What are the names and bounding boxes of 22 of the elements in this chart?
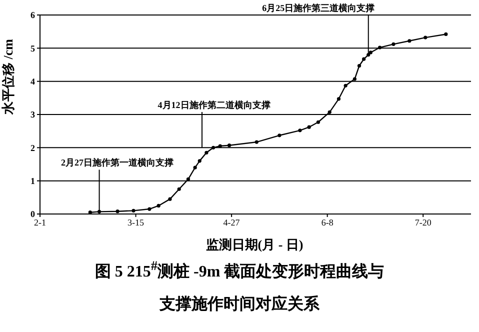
y-tick-label: 4 (30, 76, 36, 87)
x-axis-title: 监测日期(月 - 日) (204, 236, 304, 254)
callout: 2月27日施作第一道横向支撑 (61, 158, 174, 212)
x-tick-label: 4-27 (223, 217, 240, 228)
y-tick-label: 5 (30, 43, 36, 54)
x-tick-label: 7-20 (414, 217, 432, 228)
x-tick-label: 6-8 (321, 217, 334, 228)
y-tick-label: 0 (30, 209, 36, 220)
y-tick-label: 3 (30, 110, 36, 120)
annotation: 2月27日施作第一道横向支撑 (61, 158, 174, 168)
callout: 6月25日施作第三道横向支撑 (262, 2, 375, 56)
annotation: 4月12日施作第二道横向支撑 (158, 100, 270, 110)
x-tick-label: 3-15 (128, 217, 145, 228)
x-tick-label: 2-1 (34, 217, 46, 228)
text: 支撑施作时间对应关系 (158, 294, 320, 316)
text: 图 5 215$^{#}$测桩 -9m 截面处变形时程曲线与 (94, 258, 386, 282)
y-tick-label: 6 (30, 10, 36, 20)
callout: 4月12日施作第二道横向支撑 (158, 100, 270, 148)
y-tick-label: 2 (30, 142, 36, 153)
annotation: 6月25日施作第三道横向支撑 (262, 2, 375, 13)
y-axis-title: 水平位移 /cm (0, 38, 16, 116)
y-tick-label: 1 (30, 176, 36, 186)
